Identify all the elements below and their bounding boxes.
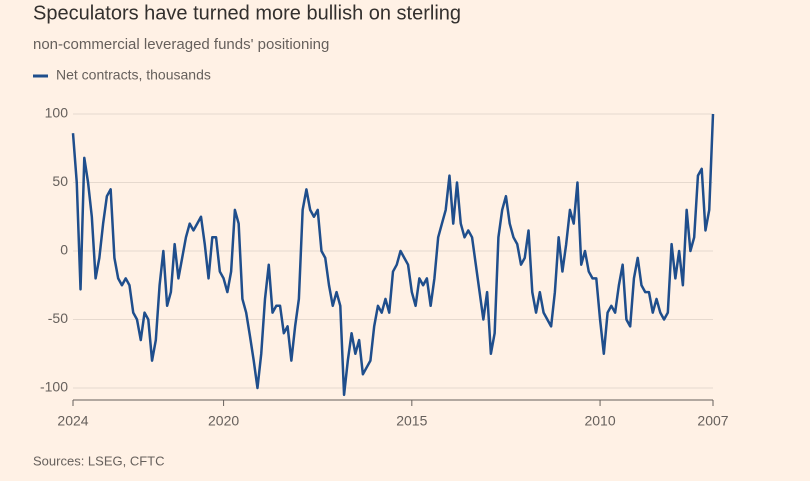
chart-subtitle: non-commercial leveraged funds' position… [33, 36, 329, 53]
y-tick-label: -50 [48, 310, 68, 326]
y-tick-label: -100 [40, 379, 68, 395]
y-tick-label: 50 [52, 173, 68, 189]
x-tick-label: 2024 [57, 413, 88, 429]
source-note: Sources: LSEG, CFTC [33, 453, 164, 468]
x-tick-label: 2020 [208, 413, 239, 429]
chart-title: Speculators have turned more bullish on … [33, 2, 461, 24]
legend-label: Net contracts, thousands [56, 67, 211, 83]
data-line [71, 113, 715, 397]
y-tick-label: 100 [45, 105, 69, 121]
x-tick-label: 2015 [396, 413, 427, 429]
x-tick-label: 2007 [697, 413, 728, 429]
x-tick-label: 2010 [584, 413, 615, 429]
y-tick-label: 0 [60, 242, 68, 258]
